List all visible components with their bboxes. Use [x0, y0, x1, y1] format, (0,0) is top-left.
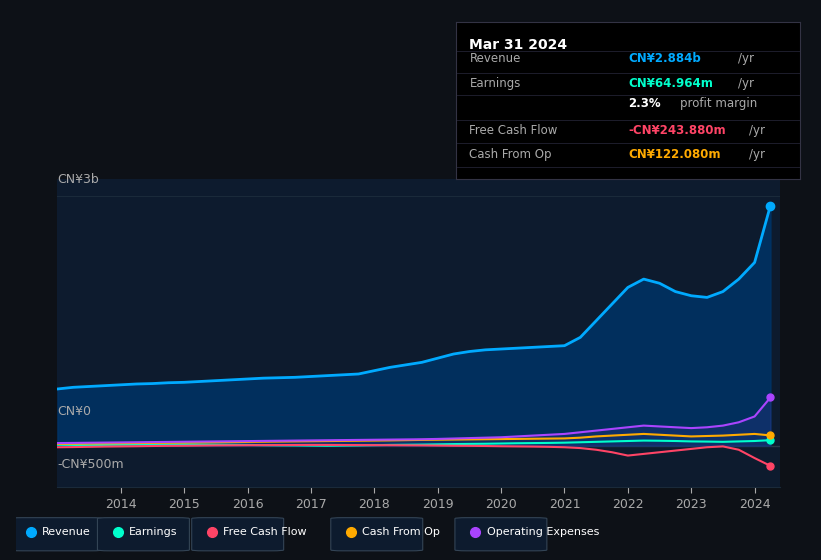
Text: Revenue: Revenue: [43, 527, 91, 537]
Text: /yr: /yr: [749, 124, 764, 137]
FancyBboxPatch shape: [98, 517, 190, 551]
FancyBboxPatch shape: [455, 517, 547, 551]
Text: /yr: /yr: [749, 148, 764, 161]
Text: Earnings: Earnings: [470, 77, 521, 90]
FancyBboxPatch shape: [11, 517, 103, 551]
Text: CN¥122.080m: CN¥122.080m: [628, 148, 721, 161]
Text: 2.3%: 2.3%: [628, 97, 661, 110]
Text: /yr: /yr: [738, 77, 754, 90]
Text: Mar 31 2024: Mar 31 2024: [470, 38, 567, 52]
Text: Cash From Op: Cash From Op: [362, 527, 440, 537]
Text: CN¥2.884b: CN¥2.884b: [628, 52, 701, 65]
Text: profit margin: profit margin: [680, 97, 757, 110]
FancyBboxPatch shape: [331, 517, 423, 551]
Text: Earnings: Earnings: [129, 527, 177, 537]
Text: -CN¥243.880m: -CN¥243.880m: [628, 124, 726, 137]
Text: CN¥64.964m: CN¥64.964m: [628, 77, 713, 90]
Text: Revenue: Revenue: [470, 52, 521, 65]
Text: CN¥3b: CN¥3b: [57, 172, 99, 186]
Text: Cash From Op: Cash From Op: [470, 148, 552, 161]
Text: Operating Expenses: Operating Expenses: [487, 527, 599, 537]
Text: Free Cash Flow: Free Cash Flow: [470, 124, 557, 137]
FancyBboxPatch shape: [191, 517, 284, 551]
Text: Free Cash Flow: Free Cash Flow: [223, 527, 307, 537]
Text: CN¥0: CN¥0: [57, 405, 91, 418]
Text: -CN¥500m: -CN¥500m: [57, 458, 124, 472]
Text: /yr: /yr: [738, 52, 754, 65]
